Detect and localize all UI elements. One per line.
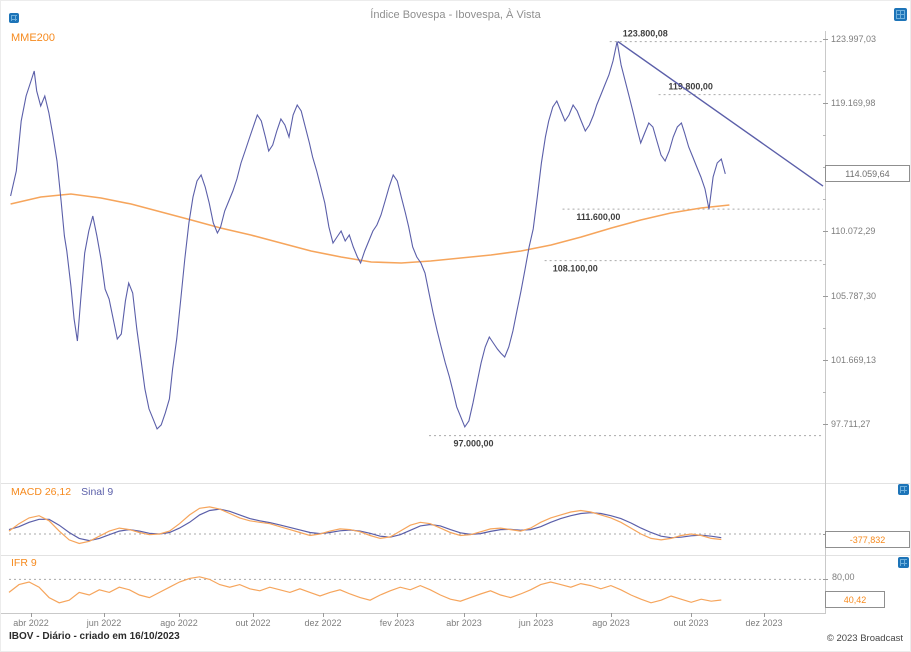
ifr-value: 40,42 <box>843 594 867 605</box>
x-tick <box>397 613 398 617</box>
ifr-label[interactable]: IFR 9 <box>11 557 37 569</box>
chart-title: Índice Bovespa - Ibovespa, À Vista <box>370 9 541 21</box>
last-price-box: 114.059,64 <box>825 165 910 182</box>
y-tick-minor <box>823 328 826 329</box>
level-label: 97.000,00 <box>453 439 493 449</box>
x-tick <box>31 613 32 617</box>
time-axis-line <box>1 613 826 614</box>
mme200-line <box>10 193 730 264</box>
x-axis-label: jun 2022 <box>86 618 122 628</box>
sinal-label[interactable]: Sinal 9 <box>81 486 114 498</box>
ifr-chart[interactable] <box>8 555 823 613</box>
y-axis-label: 110.072,29 <box>831 226 876 236</box>
x-axis-label: dez 2023 <box>745 618 783 628</box>
macd-indicator-labels[interactable]: MACD 26,12 Sinal 9 <box>11 486 113 498</box>
y-tick <box>823 360 828 361</box>
x-axis-label: ago 2023 <box>592 618 630 628</box>
x-tick <box>691 613 692 617</box>
macd-value-box: -377,832 <box>825 531 910 548</box>
price-axis: 123.997,03 119.169,98 110.072,29 105.787,30… <box>823 1 910 651</box>
macd-chart[interactable] <box>8 483 823 555</box>
level-label: 108.100,00 <box>553 264 598 274</box>
mme200-label[interactable]: MME200 <box>11 32 56 44</box>
y-tick-minor <box>823 71 826 72</box>
copyright-text: © 2023 Broadcast <box>826 633 903 644</box>
price-line <box>10 41 726 430</box>
y-tick <box>823 39 828 40</box>
panel-separator <box>1 483 910 484</box>
price-axis-line <box>825 31 826 613</box>
x-axis-label: out 2022 <box>235 618 271 628</box>
ifr-value-box: 40,42 <box>825 591 885 608</box>
y-tick-minor <box>823 167 826 168</box>
y-tick <box>823 231 828 232</box>
macd-value: -377,832 <box>849 534 886 545</box>
y-axis-label: 101.669,13 <box>831 355 877 365</box>
y-tick-minor <box>823 199 826 200</box>
y-axis-label: 105.787,30 <box>831 291 877 301</box>
y-tick-minor <box>823 135 826 136</box>
x-tick <box>179 613 180 617</box>
y-tick-minor <box>823 264 826 265</box>
macd-line <box>8 506 722 545</box>
y-tick-minor <box>823 392 826 393</box>
level-label: 123.800,08 <box>623 29 668 39</box>
x-tick <box>323 613 324 617</box>
x-tick <box>104 613 105 617</box>
trendline <box>617 40 824 187</box>
y-axis-label: 119.169,98 <box>831 98 876 108</box>
macd-signal-line <box>8 508 722 542</box>
x-tick <box>764 613 765 617</box>
x-tick <box>464 613 465 617</box>
level-label: 119.800,00 <box>668 82 713 92</box>
x-axis-label: out 2023 <box>673 618 709 628</box>
x-axis-label: fev 2023 <box>379 618 415 628</box>
x-axis-label: ago 2022 <box>160 618 198 628</box>
ifr-80-tick <box>823 579 828 580</box>
y-tick <box>823 296 828 297</box>
chart-config-icon[interactable] <box>894 8 907 21</box>
x-tick <box>536 613 537 617</box>
level-label: 111.600,00 <box>576 212 620 222</box>
macd-config-icon[interactable] <box>898 484 909 495</box>
y-tick <box>823 103 828 104</box>
series-config-icon[interactable] <box>9 13 19 23</box>
x-axis-label: dez 2022 <box>304 618 342 628</box>
macd-label[interactable]: MACD 26,12 <box>11 486 72 498</box>
y-tick <box>823 424 828 425</box>
ifr-line <box>8 576 722 604</box>
x-axis-label: abr 2023 <box>446 618 482 628</box>
x-tick <box>253 613 254 617</box>
x-axis-label: jun 2023 <box>518 618 554 628</box>
y-axis-label: 97.711,27 <box>831 419 871 429</box>
ifr-config-icon[interactable] <box>898 557 909 568</box>
price-chart[interactable]: 123.800,08 119.800,00 111.600,00 108.100,00… <box>9 29 824 483</box>
last-price-value: 114.059,64 <box>845 168 890 179</box>
x-tick <box>611 613 612 617</box>
panel-separator <box>1 555 910 556</box>
x-axis-label: abr 2022 <box>13 618 49 628</box>
chart-info-text: IBOV - Diário - criado em 16/10/2023 <box>9 631 180 642</box>
ifr-upper-band-label: 80,00 <box>832 572 855 582</box>
y-axis-label: 123.997,03 <box>831 34 877 44</box>
